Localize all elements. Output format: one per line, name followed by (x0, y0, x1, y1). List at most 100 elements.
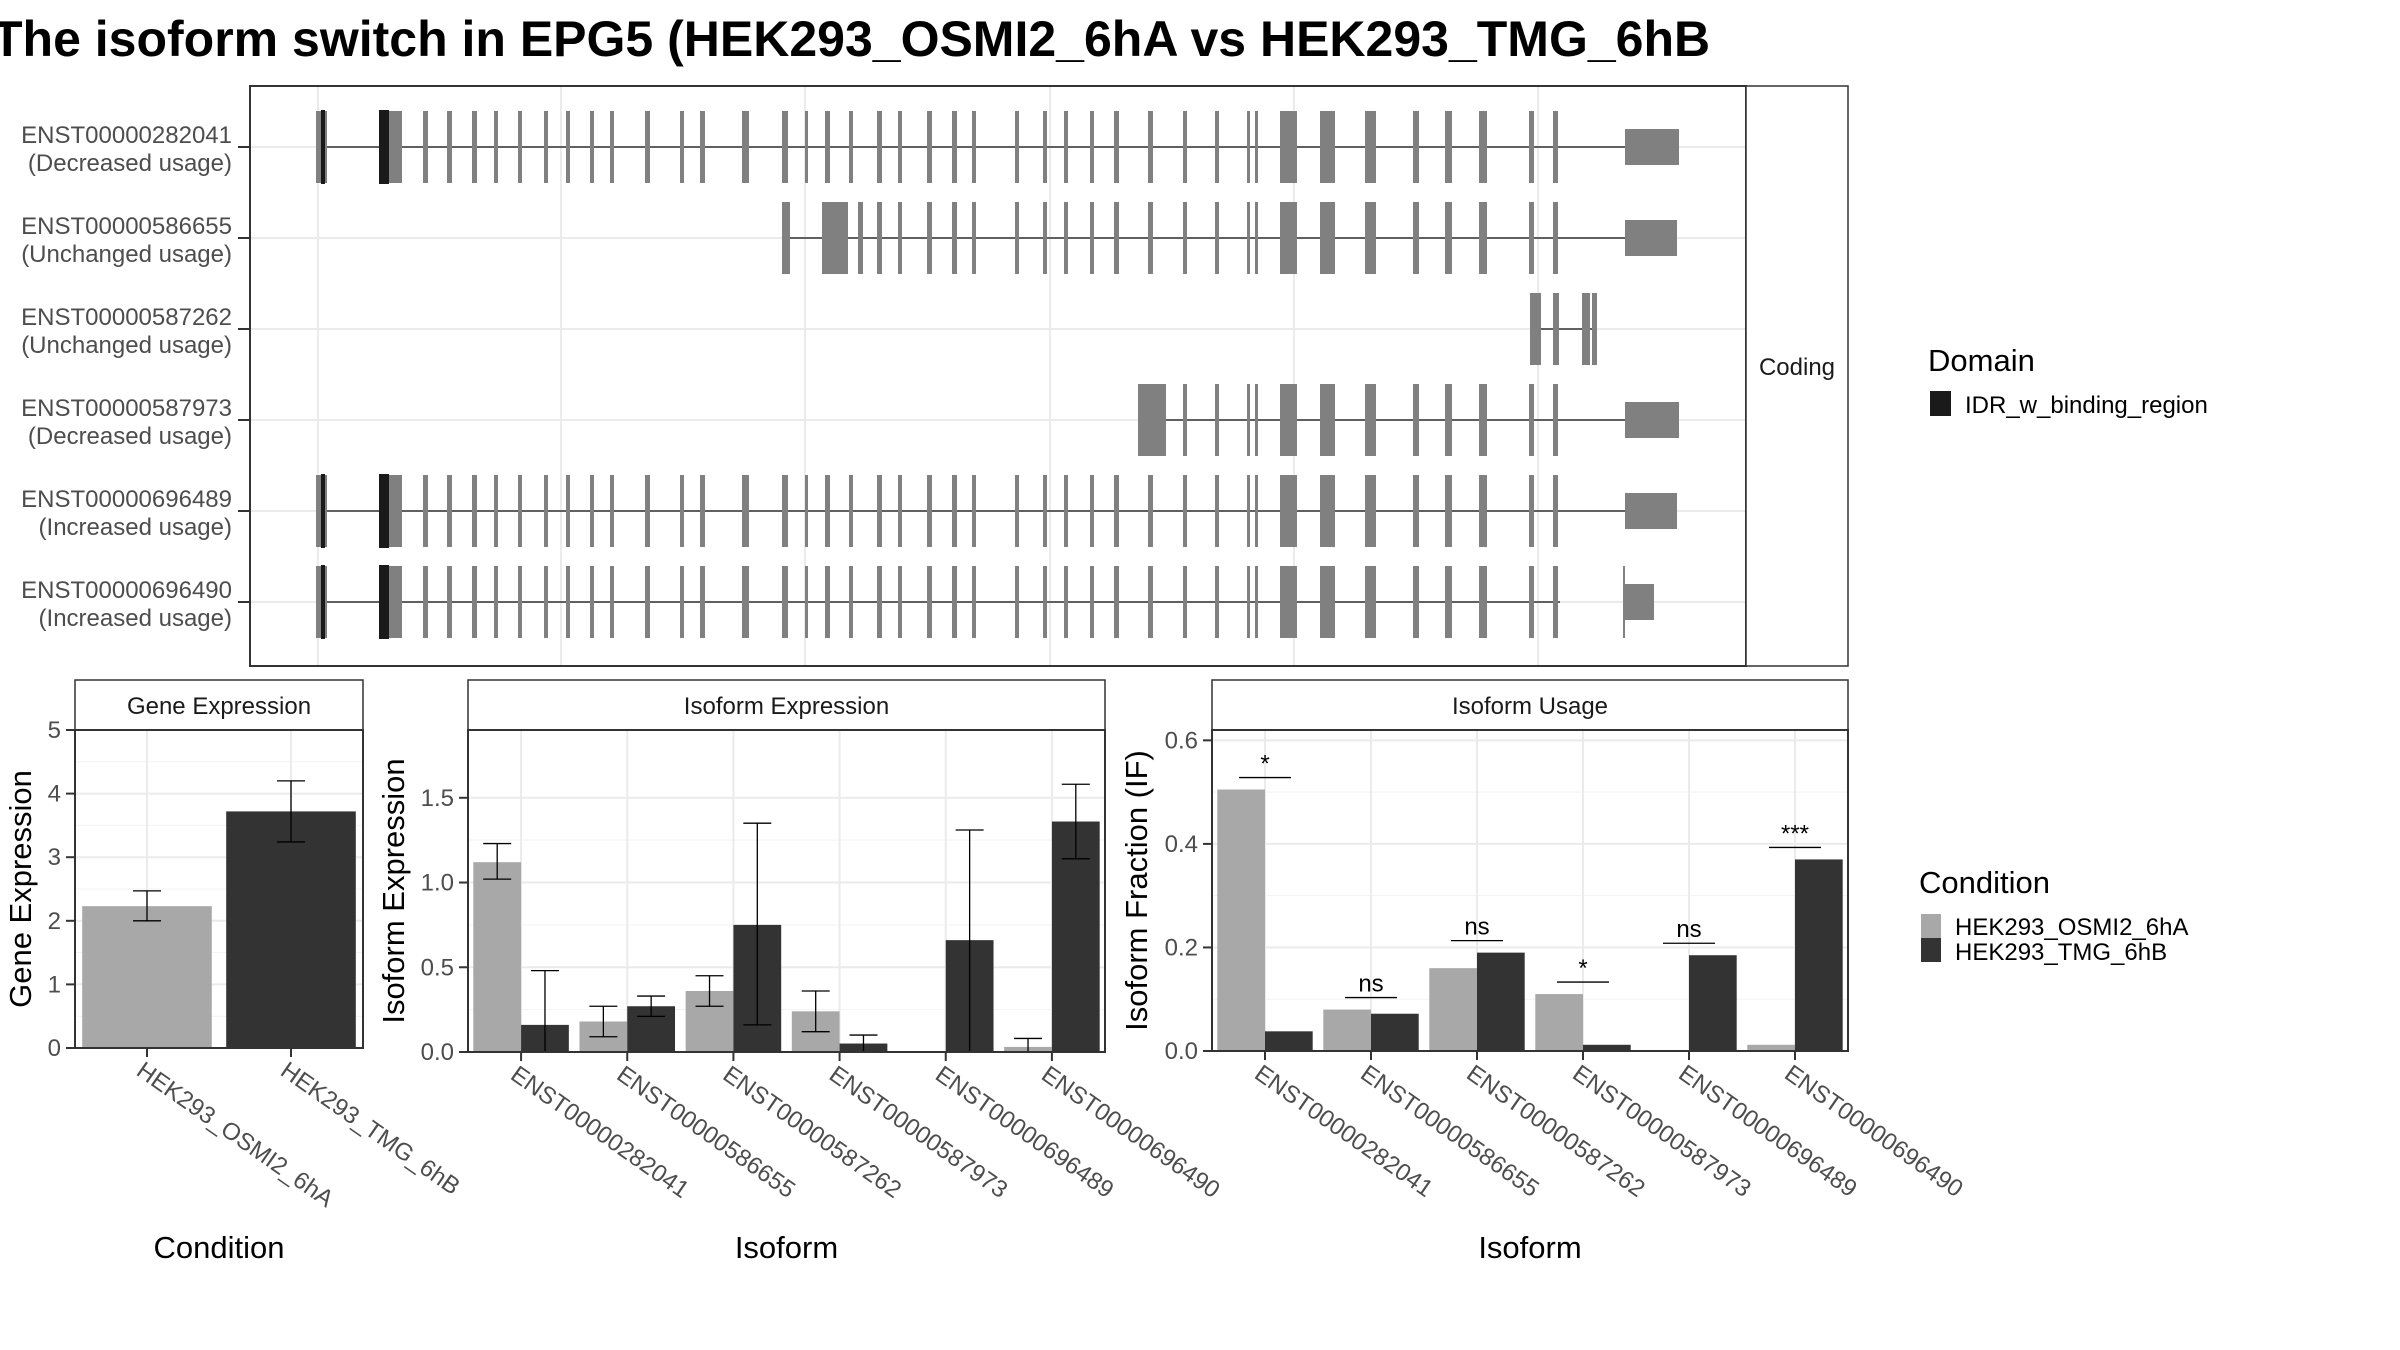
figure-title: The isoform switch in EPG5 (HEK293_OSMI2… (0, 11, 1710, 67)
exon (1530, 293, 1534, 365)
exon (1148, 566, 1153, 638)
plot-background (1212, 730, 1848, 1051)
exon (518, 475, 522, 547)
exon (1529, 384, 1534, 456)
condition-legend-label-a: HEK293_OSMI2_6hA (1955, 914, 2188, 941)
x-tick-label: ENST00000696490 (1036, 1061, 1224, 1204)
x-tick-label: ENST00000587973 (1568, 1060, 1756, 1203)
exon (1255, 111, 1258, 183)
exon (1365, 475, 1376, 547)
condition-legend-swatch-a (1921, 914, 1941, 938)
transcript-id-label: ENST00000587973 (21, 395, 232, 422)
y-tick-label: 0.0 (1165, 1038, 1198, 1065)
exon (1320, 384, 1335, 456)
transcript-id-label: ENST00000587262 (21, 304, 232, 331)
exon (1090, 202, 1094, 274)
exon (1479, 202, 1487, 274)
x-tick-label: ENST00000282041 (1250, 1060, 1438, 1203)
exon (1114, 202, 1119, 274)
exon (1625, 129, 1679, 165)
exon (680, 566, 684, 638)
exon (392, 475, 402, 547)
bar (1583, 1044, 1631, 1051)
x-tick-label: ENST00000696489 (930, 1061, 1118, 1204)
exon (494, 475, 498, 547)
transcript-id-label: ENST00000696490 (21, 577, 232, 604)
exon (1445, 384, 1452, 456)
exon (645, 566, 650, 638)
exon (590, 111, 594, 183)
y-tick-label: 2 (48, 908, 61, 935)
exon (1090, 111, 1094, 183)
domain-block (379, 110, 389, 184)
exon (1320, 475, 1335, 547)
exon (1043, 566, 1047, 638)
domain-block (379, 565, 389, 639)
exon (392, 111, 402, 183)
exon (1625, 584, 1654, 620)
exon (1320, 202, 1335, 274)
exon (742, 475, 749, 547)
exon (1479, 566, 1487, 638)
exon (1215, 111, 1219, 183)
exon (1247, 111, 1250, 183)
exon (610, 475, 614, 547)
exon (1445, 202, 1452, 274)
exon (1043, 475, 1047, 547)
exon (472, 566, 477, 638)
exon (782, 202, 790, 274)
exon (590, 475, 594, 547)
exon (1064, 475, 1068, 547)
exon (1623, 566, 1625, 638)
condition-legend-label-b: HEK293_TMG_6hB (1955, 939, 2167, 966)
exon (566, 475, 570, 547)
exon (1114, 111, 1119, 183)
transcript-status-label: (Decreased usage) (28, 423, 232, 450)
panel-strip-title: Gene Expression (127, 693, 311, 720)
exon (325, 566, 327, 638)
exon (566, 111, 570, 183)
domain-block (321, 565, 325, 639)
exon (1215, 202, 1219, 274)
bar (226, 811, 356, 1048)
exon (877, 111, 882, 183)
exon (972, 475, 976, 547)
exon (1479, 384, 1487, 456)
exon (1529, 566, 1534, 638)
exon (1413, 202, 1419, 274)
exon (858, 202, 863, 274)
exon (849, 475, 853, 547)
exon (423, 475, 428, 547)
x-tick-label: ENST00000696489 (1674, 1060, 1862, 1203)
exon (782, 475, 788, 547)
bar (1051, 821, 1100, 1052)
exon (1015, 475, 1019, 547)
x-axis-title: Isoform (1478, 1230, 1581, 1265)
plot-background (468, 730, 1105, 1052)
exon (325, 111, 327, 183)
exon (1445, 475, 1452, 547)
exon (898, 566, 902, 638)
exon (1479, 111, 1487, 183)
exon (1043, 111, 1047, 183)
transcript-id-label: ENST00000282041 (21, 122, 232, 149)
transcript-status-label: (Increased usage) (39, 605, 232, 632)
plot-border (74, 729, 364, 1049)
exon (1553, 566, 1558, 638)
bar (1535, 994, 1583, 1051)
plot-border (467, 729, 1106, 1053)
domain-legend: Domain IDR_w_binding_region (1928, 343, 2208, 419)
transcript-status-label: (Unchanged usage) (21, 332, 232, 359)
exon (544, 111, 548, 183)
exon (518, 566, 522, 638)
significance-label: ns (1358, 971, 1383, 998)
exon (1148, 475, 1153, 547)
y-tick-label: 1 (48, 971, 61, 998)
exon (1529, 111, 1534, 183)
exon (1183, 566, 1187, 638)
exon (1320, 566, 1335, 638)
exon (1553, 384, 1558, 456)
exon (1015, 566, 1019, 638)
x-axis-title: Condition (154, 1230, 285, 1265)
